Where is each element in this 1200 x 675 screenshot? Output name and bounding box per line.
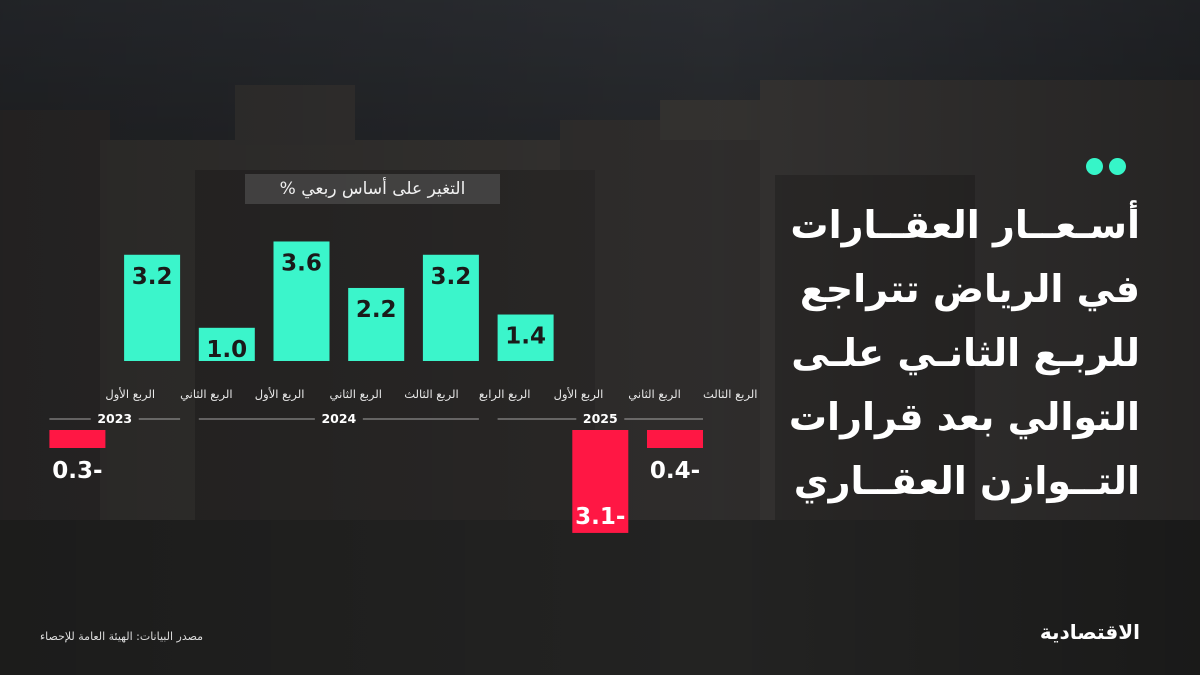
bar xyxy=(273,241,330,361)
bar xyxy=(124,254,181,361)
category-label: الربع الثالث xyxy=(404,387,459,402)
bar-value-label: 3.2 xyxy=(431,264,472,290)
bar-value-label: 3.2 xyxy=(132,264,173,290)
category-label: الربع الرابع xyxy=(479,387,531,402)
bar xyxy=(647,430,703,448)
year-label: 2025 xyxy=(583,411,618,426)
headline: أسـعــار العقــارات في الرياض تتراجع للر… xyxy=(750,193,1140,513)
year-label: 2024 xyxy=(321,411,356,426)
bar-value-label: 0.3- xyxy=(52,458,102,484)
category-label: الربع الثاني xyxy=(628,387,680,402)
bar xyxy=(572,430,629,533)
category-label: الربع الأول xyxy=(554,387,604,402)
chart-subtitle: التغير على أساس ربعي % xyxy=(245,174,500,204)
category-label: الربع الثالث xyxy=(703,387,758,402)
category-label: الربع الأول xyxy=(105,387,155,402)
category-label: الربع الأول xyxy=(255,387,305,402)
bar-value-label: 3.6 xyxy=(281,250,322,276)
bar-value-label: 3.1- xyxy=(575,504,625,530)
category-label: الربع الثاني xyxy=(180,387,232,402)
publisher-logo: الاقتصادية xyxy=(1039,620,1140,644)
headline-line: في الرياض تتراجع xyxy=(799,267,1140,311)
bar xyxy=(422,254,479,361)
category-label: الربع الثاني xyxy=(330,387,382,402)
bar xyxy=(49,430,106,448)
bar-value-label: 1.0 xyxy=(206,337,247,363)
headline-line: أسـعــار العقــارات xyxy=(790,203,1140,247)
accent-dots-icon xyxy=(1086,158,1126,175)
bar-value-label: 2.2 xyxy=(356,297,397,323)
bar xyxy=(198,327,255,361)
headline-line: للربـع الثانـي علـى xyxy=(791,331,1140,375)
headline-line: التــوازن العقــاري xyxy=(793,459,1140,503)
headline-line: التوالي بعد قرارات xyxy=(788,395,1140,439)
bar-value-label: 1.4 xyxy=(505,324,546,350)
source-note: مصدر البيانات: الهيئة العامة للإحصاء xyxy=(40,630,204,643)
bar xyxy=(348,287,405,361)
bar-value-label: 0.4- xyxy=(650,458,700,484)
bar xyxy=(497,314,554,361)
year-label: 2023 xyxy=(97,411,132,426)
